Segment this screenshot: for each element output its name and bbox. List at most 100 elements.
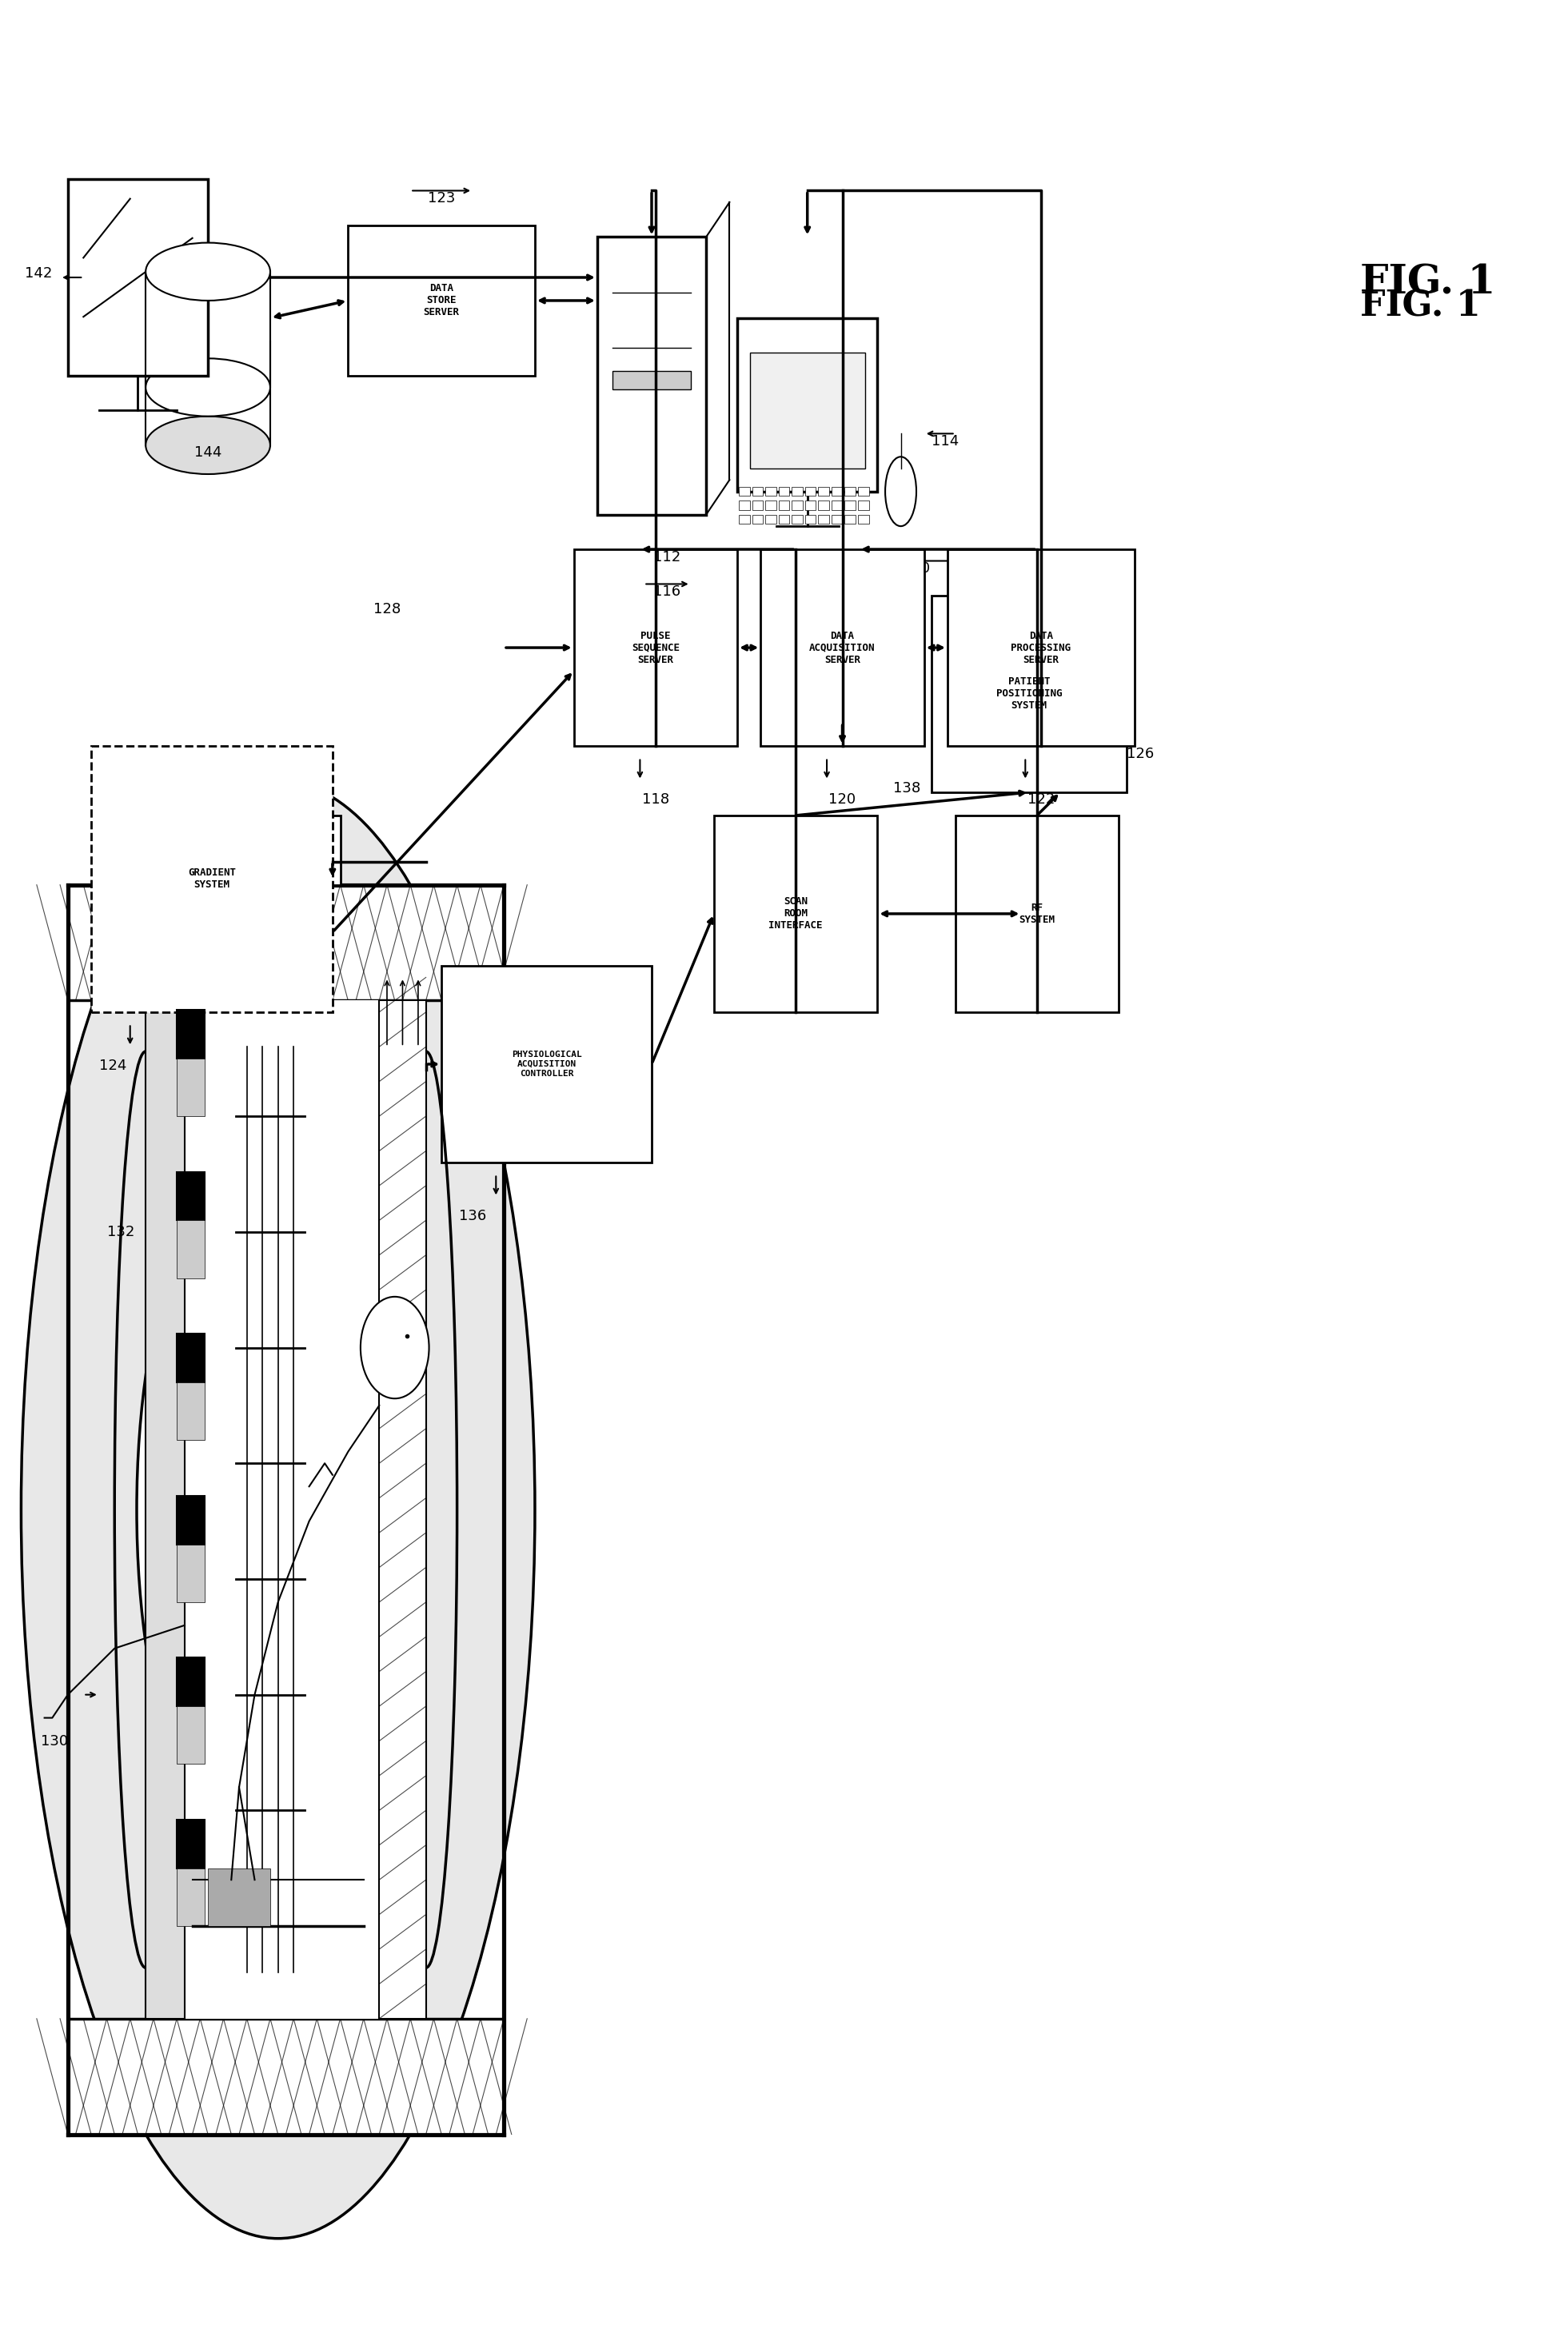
Bar: [765, 514, 776, 523]
Bar: [792, 514, 803, 523]
Text: DATA
ACQUISITION
SERVER: DATA ACQUISITION SERVER: [809, 630, 875, 665]
FancyBboxPatch shape: [442, 965, 652, 1162]
Text: PHYSIOLOGICAL
ACQUISITION
CONTROLLER: PHYSIOLOGICAL ACQUISITION CONTROLLER: [511, 1051, 582, 1076]
Bar: [831, 486, 842, 495]
Bar: [831, 514, 842, 523]
FancyBboxPatch shape: [713, 816, 878, 1011]
Text: PATIENT
POSITIONING
SYSTEM: PATIENT POSITIONING SYSTEM: [996, 677, 1062, 711]
Bar: [177, 1869, 205, 1925]
Circle shape: [361, 1297, 430, 1400]
Text: 114: 114: [931, 435, 960, 449]
Bar: [858, 514, 869, 523]
Bar: [177, 1221, 205, 1279]
Text: PULSE
SEQUENCE
SERVER: PULSE SEQUENCE SERVER: [632, 630, 679, 665]
FancyBboxPatch shape: [146, 1000, 426, 2018]
Bar: [845, 514, 856, 523]
Text: 120: 120: [829, 793, 856, 807]
FancyBboxPatch shape: [597, 237, 706, 514]
Bar: [779, 500, 789, 509]
Text: RF
SYSTEM: RF SYSTEM: [1019, 902, 1055, 925]
Bar: [177, 1658, 205, 1707]
Text: 118: 118: [641, 793, 670, 807]
Ellipse shape: [146, 242, 270, 300]
Bar: [818, 486, 829, 495]
Bar: [177, 1058, 205, 1116]
Bar: [753, 514, 764, 523]
Bar: [177, 1820, 205, 1869]
Bar: [177, 1495, 205, 1544]
Text: 124: 124: [99, 1058, 127, 1074]
Text: FIG. 1: FIG. 1: [1359, 288, 1480, 323]
FancyBboxPatch shape: [67, 2018, 503, 2134]
Text: 134: 134: [122, 970, 151, 983]
FancyBboxPatch shape: [91, 746, 332, 1011]
Bar: [177, 1383, 205, 1439]
Bar: [146, 1000, 185, 2018]
Bar: [779, 514, 789, 523]
Bar: [765, 486, 776, 495]
Bar: [379, 1000, 426, 2018]
Text: 116: 116: [654, 584, 681, 600]
Text: 136: 136: [459, 1209, 486, 1223]
Bar: [739, 500, 750, 509]
Bar: [739, 514, 750, 523]
Text: SCAN
ROOM
INTERFACE: SCAN ROOM INTERFACE: [768, 897, 823, 930]
Bar: [845, 486, 856, 495]
Bar: [753, 486, 764, 495]
Bar: [804, 514, 815, 523]
Bar: [177, 1172, 205, 1221]
Text: 123: 123: [428, 191, 455, 205]
Text: DATA
PROCESSING
SERVER: DATA PROCESSING SERVER: [1011, 630, 1071, 665]
Bar: [804, 486, 815, 495]
Text: 122: 122: [1027, 793, 1055, 807]
Ellipse shape: [146, 358, 270, 416]
Ellipse shape: [886, 456, 916, 525]
FancyBboxPatch shape: [955, 816, 1118, 1011]
Bar: [177, 1707, 205, 1765]
Bar: [831, 500, 842, 509]
Text: 144: 144: [194, 446, 221, 460]
Text: DATA
STORE
SERVER: DATA STORE SERVER: [423, 284, 459, 319]
FancyBboxPatch shape: [348, 226, 535, 377]
Text: 142: 142: [25, 267, 52, 281]
Bar: [177, 1544, 205, 1602]
FancyBboxPatch shape: [574, 549, 737, 746]
Bar: [750, 353, 866, 467]
Text: 140: 140: [903, 560, 930, 577]
Text: 132: 132: [107, 1225, 135, 1239]
FancyBboxPatch shape: [67, 886, 503, 1000]
Bar: [765, 500, 776, 509]
Bar: [177, 1009, 205, 1058]
Bar: [858, 500, 869, 509]
FancyBboxPatch shape: [931, 595, 1126, 793]
Bar: [858, 486, 869, 495]
Bar: [818, 500, 829, 509]
Ellipse shape: [146, 416, 270, 474]
Ellipse shape: [136, 1128, 419, 1890]
Bar: [845, 500, 856, 509]
Bar: [792, 500, 803, 509]
Text: 112: 112: [654, 549, 681, 565]
Text: 126: 126: [1126, 746, 1154, 760]
Bar: [818, 514, 829, 523]
Bar: [804, 500, 815, 509]
Bar: [293, 816, 340, 886]
Bar: [753, 500, 764, 509]
FancyBboxPatch shape: [737, 319, 878, 491]
FancyBboxPatch shape: [947, 549, 1134, 746]
Bar: [613, 372, 690, 391]
Bar: [169, 816, 216, 886]
FancyBboxPatch shape: [760, 549, 924, 746]
Text: 138: 138: [894, 781, 920, 795]
Ellipse shape: [20, 781, 535, 2239]
Bar: [792, 486, 803, 495]
Bar: [177, 1335, 205, 1383]
Text: 130: 130: [41, 1734, 67, 1748]
Bar: [739, 486, 750, 495]
Text: GRADIENT
SYSTEM: GRADIENT SYSTEM: [188, 867, 235, 890]
Bar: [209, 1869, 270, 1925]
FancyBboxPatch shape: [67, 179, 209, 377]
Text: FIG. 1: FIG. 1: [1359, 263, 1496, 302]
Bar: [779, 486, 789, 495]
Text: 128: 128: [373, 602, 401, 616]
